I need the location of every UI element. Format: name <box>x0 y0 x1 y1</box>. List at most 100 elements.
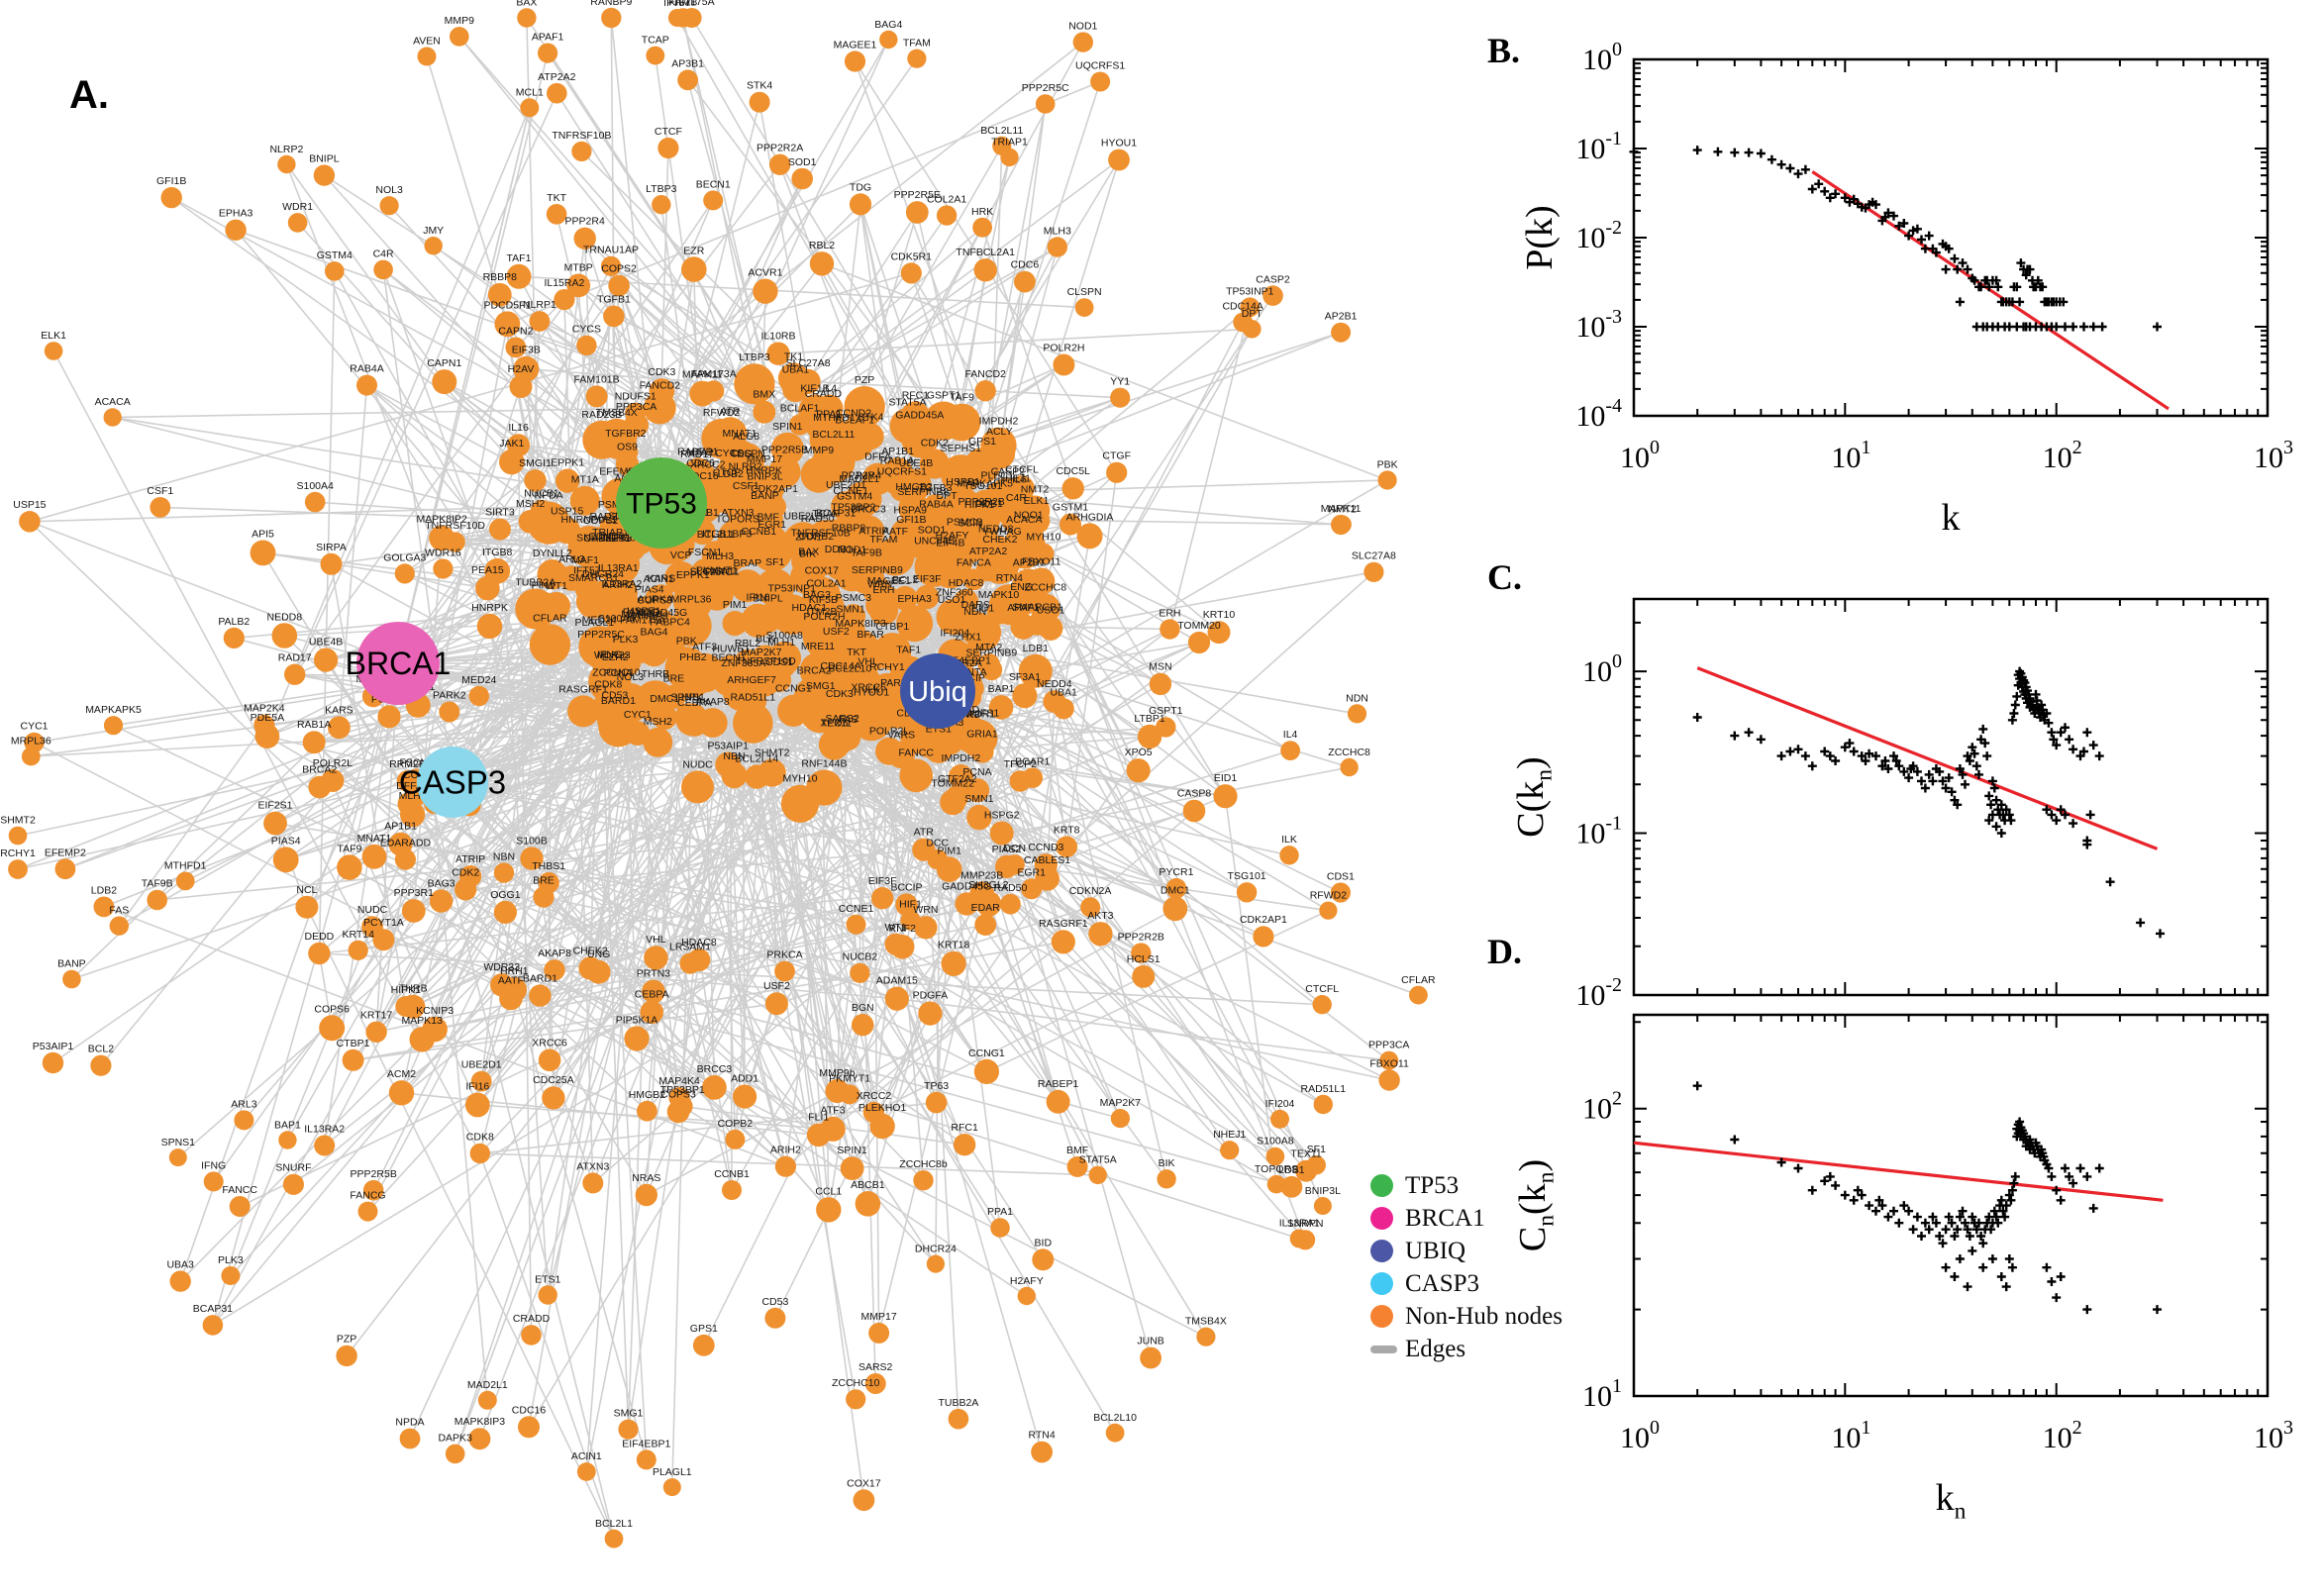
svg-text:LDB2: LDB2 <box>91 885 117 897</box>
svg-text:P53AIP1: P53AIP1 <box>707 740 749 751</box>
svg-text:CTBP1: CTBP1 <box>337 1038 370 1049</box>
svg-text:NEDD8: NEDD8 <box>267 611 303 623</box>
svg-text:PPP2R2B: PPP2R2B <box>1118 932 1164 944</box>
svg-text:BRCA1: BRCA1 <box>346 646 452 681</box>
svg-text:CABLES1: CABLES1 <box>1024 854 1070 866</box>
svg-text:RFC1: RFC1 <box>951 1122 978 1134</box>
svg-text:PLAGL1: PLAGL1 <box>653 1466 692 1478</box>
axis-ticks <box>1633 58 2269 417</box>
svg-text:101: 101 <box>1831 437 1870 474</box>
svg-text:UQCRFS1: UQCRFS1 <box>1075 60 1125 72</box>
svg-text:S100A8: S100A8 <box>1257 1136 1294 1147</box>
svg-text:DYNLL2: DYNLL2 <box>533 548 572 559</box>
svg-text:HSPG2: HSPG2 <box>984 810 1020 822</box>
svg-text:CDK5R1: CDK5R1 <box>891 250 933 262</box>
legend-label: Non-Hub nodes <box>1405 1302 1564 1330</box>
svg-text:BRE: BRE <box>663 673 685 685</box>
svg-text:IFNG: IFNG <box>597 648 622 660</box>
svg-text:BCL2: BCL2 <box>88 1044 114 1055</box>
svg-text:BCLAF1: BCLAF1 <box>780 402 820 414</box>
svg-text:NBN: NBN <box>493 850 515 862</box>
svg-text:PZP: PZP <box>337 1334 356 1346</box>
svg-text:ADD1: ADD1 <box>731 1073 758 1085</box>
svg-text:CCNB1: CCNB1 <box>714 1168 750 1180</box>
svg-text:CEBPA: CEBPA <box>635 989 669 1001</box>
svg-text:PRKCA: PRKCA <box>766 949 802 961</box>
svg-text:HUWE1: HUWE1 <box>712 644 750 655</box>
ppi-network-panel: USF2CDC6COPS6COPS2COPS3CCND2CCNB1CDK3WDR… <box>0 0 1436 1548</box>
svg-text:JUNB: JUNB <box>1137 1336 1163 1347</box>
svg-text:COL2A1: COL2A1 <box>806 578 846 590</box>
svg-text:RANBP9: RANBP9 <box>590 0 632 8</box>
svg-text:ARHGEF7: ARHGEF7 <box>727 674 776 686</box>
hub-brca1: BRCA1 <box>346 622 452 705</box>
svg-text:FBXO11: FBXO11 <box>1022 556 1061 568</box>
svg-text:BECN1: BECN1 <box>696 178 731 190</box>
svg-text:TAF9B: TAF9B <box>851 547 882 558</box>
svg-text:IFT57: IFT57 <box>573 565 601 577</box>
svg-text:TAF1: TAF1 <box>507 252 532 264</box>
svg-text:MRPL36: MRPL36 <box>11 736 51 748</box>
svg-text:MMP17: MMP17 <box>747 453 782 465</box>
svg-text:MNAT1: MNAT1 <box>357 833 392 845</box>
scatter-points <box>1692 666 2165 939</box>
svg-text:BCAR1: BCAR1 <box>1015 755 1050 767</box>
svg-text:XPO5: XPO5 <box>1125 747 1153 758</box>
svg-text:TOPORS: TOPORS <box>716 513 759 525</box>
svg-text:FANCC: FANCC <box>222 1184 257 1196</box>
svg-text:FANCC: FANCC <box>898 748 934 759</box>
svg-text:HYOU1: HYOU1 <box>1101 138 1137 150</box>
svg-text:BRCA2: BRCA2 <box>302 764 337 776</box>
svg-text:BNIPL: BNIPL <box>309 153 340 165</box>
svg-text:ATXN3: ATXN3 <box>576 1160 609 1172</box>
svg-text:FAM173A: FAM173A <box>691 368 737 380</box>
svg-text:ZCCHC10: ZCCHC10 <box>832 1377 880 1389</box>
svg-text:POLR2H: POLR2H <box>1043 343 1084 354</box>
svg-text:PIP5K1A: PIP5K1A <box>616 1014 658 1026</box>
svg-text:IL4: IL4 <box>1283 729 1298 741</box>
svg-text:HRK: HRK <box>681 692 703 704</box>
svg-text:CHEK2: CHEK2 <box>573 945 608 956</box>
svg-text:STK4: STK4 <box>747 80 772 92</box>
svg-text:IFI16: IFI16 <box>465 1081 489 1093</box>
svg-text:RABEP1: RABEP1 <box>1038 1078 1079 1090</box>
svg-text:MRE11: MRE11 <box>801 641 835 652</box>
svg-text:YWHAG: YWHAG <box>982 526 1022 538</box>
svg-text:TFAM: TFAM <box>903 38 931 50</box>
svg-text:ATR: ATR <box>914 827 935 839</box>
svg-text:HSPA9: HSPA9 <box>893 505 927 517</box>
svg-text:ITGB1BP3: ITGB1BP3 <box>702 529 752 541</box>
svg-text:CDC25A: CDC25A <box>533 1074 573 1086</box>
svg-text:BID: BID <box>1035 1237 1053 1248</box>
svg-text:TNFRSF10B: TNFRSF10B <box>552 130 611 142</box>
svg-text:YY1: YY1 <box>1110 376 1130 388</box>
fit-line <box>1633 1141 2164 1202</box>
svg-text:DPT: DPT <box>1242 308 1263 320</box>
svg-text:EPPK1: EPPK1 <box>551 457 584 469</box>
svg-text:MMP9: MMP9 <box>445 15 474 27</box>
svg-text:GFI1B: GFI1B <box>156 175 186 187</box>
legend: TP53 BRCA1 UBIQ CASP3 Non-Hub nodes Edge… <box>1370 1169 1563 1365</box>
svg-text:RTN4: RTN4 <box>1028 1430 1055 1442</box>
svg-text:ELK1: ELK1 <box>41 330 66 342</box>
svg-text:BCL2L14: BCL2L14 <box>735 752 778 764</box>
svg-text:BAX: BAX <box>516 0 537 8</box>
svg-text:KRT10: KRT10 <box>1203 609 1236 621</box>
svg-text:SNRPN: SNRPN <box>1287 1218 1324 1230</box>
svg-text:STK4: STK4 <box>858 411 883 423</box>
svg-text:SMGI1: SMGI1 <box>519 457 552 469</box>
svg-text:MED24: MED24 <box>461 674 496 686</box>
svg-text:CDK2: CDK2 <box>452 866 479 878</box>
svg-text:GADD45A: GADD45A <box>895 409 944 421</box>
svg-text:AP1B1: AP1B1 <box>384 821 417 833</box>
svg-text:GPS1: GPS1 <box>690 1323 718 1335</box>
svg-text:CDC14A: CDC14A <box>820 660 860 672</box>
svg-text:RFWD2: RFWD2 <box>703 407 740 419</box>
svg-text:KRT14: KRT14 <box>342 929 374 941</box>
svg-text:LDB1: LDB1 <box>1278 1164 1304 1176</box>
svg-text:VARS: VARS <box>887 730 915 742</box>
svg-text:ATP2A2: ATP2A2 <box>969 546 1007 557</box>
svg-text:IL13RA2: IL13RA2 <box>601 578 642 590</box>
svg-text:CASP8: CASP8 <box>1177 788 1212 800</box>
svg-text:HIPK1: HIPK1 <box>391 984 422 996</box>
